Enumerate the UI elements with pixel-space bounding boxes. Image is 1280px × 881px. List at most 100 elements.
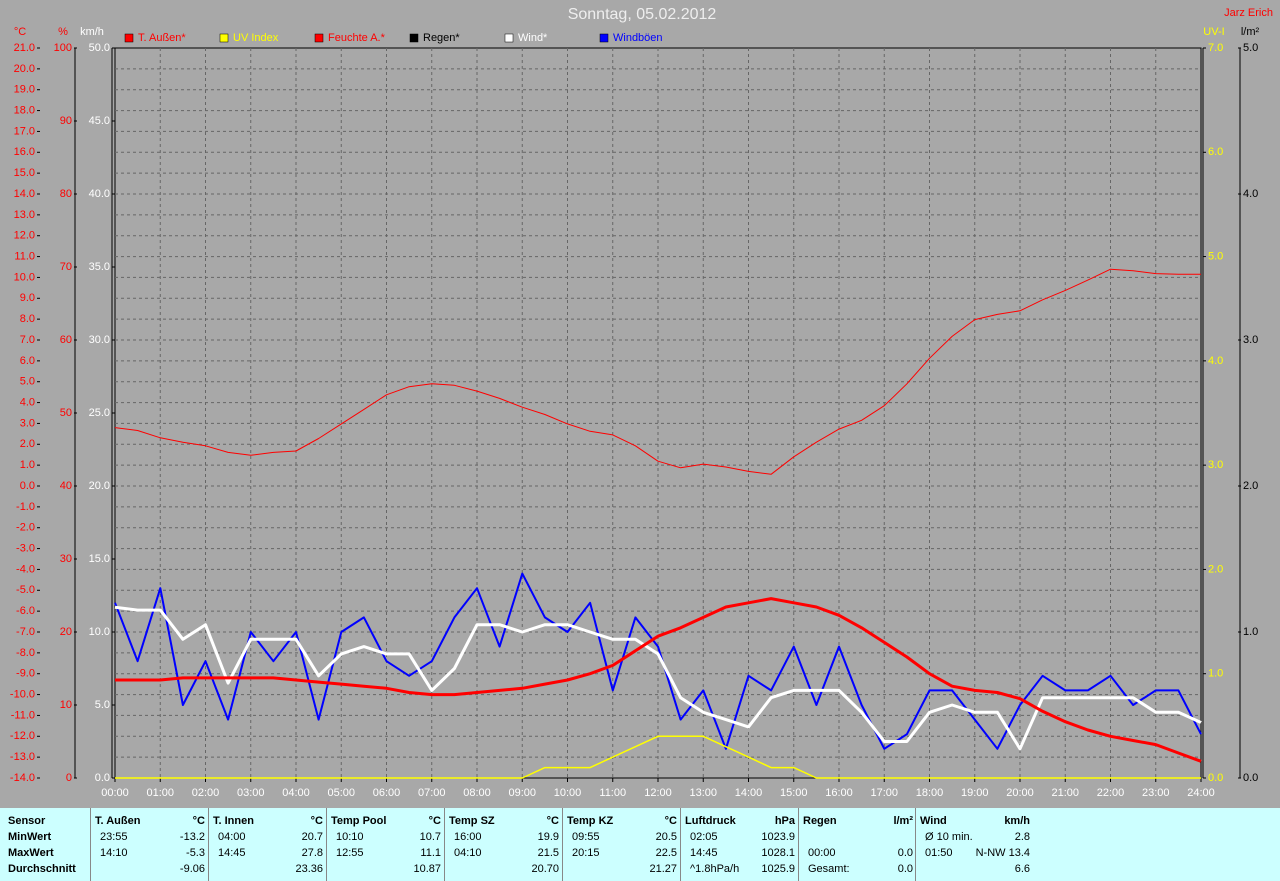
table-cell: 01:50: [925, 847, 953, 859]
separator: [208, 808, 209, 881]
y-tick-label: 1.0: [1243, 626, 1258, 638]
y-tick-label: 25.0: [89, 407, 110, 419]
table-cell: Sensor: [8, 815, 46, 827]
y-tick-label: 15.0: [14, 167, 35, 179]
y-tick-label: 4.0: [1243, 188, 1258, 200]
legend-label: Regen*: [423, 32, 460, 44]
series-line: [115, 735, 1201, 779]
x-tick-label: 16:00: [825, 787, 853, 799]
x-tick-label: 00:00: [101, 787, 129, 799]
table-cell: 22.5: [655, 847, 677, 859]
y-tick-label: 50: [60, 407, 72, 419]
x-tick-label: 18:00: [916, 787, 944, 799]
y-tick-label: -6.0: [16, 605, 35, 617]
x-tick-label: 24:00: [1187, 787, 1215, 799]
y-tick-label: 35.0: [89, 261, 110, 273]
y-tick-label: 30: [60, 553, 72, 565]
y-tick-label: 9.0: [20, 292, 35, 304]
axis-label: UV-I: [1203, 26, 1224, 38]
y-tick-label: 30.0: [89, 334, 110, 346]
y-tick-label: 2.0: [1208, 563, 1223, 575]
y-tick-label: 13.0: [14, 209, 35, 221]
y-tick-label: 14.0: [14, 188, 35, 200]
y-tick-label: -5.0: [16, 584, 35, 596]
y-tick-label: 1.0: [20, 459, 35, 471]
legend-swatch: [124, 33, 134, 43]
x-tick-label: 13:00: [689, 787, 717, 799]
table-cell: 1023.9: [761, 831, 795, 843]
chart: Sonntag, 05.02.2012 Jarz Erich 00:00 01:0…: [10, 6, 1273, 799]
table-cell: 20.5: [655, 831, 677, 843]
table-cell: 14:10: [100, 847, 128, 859]
table-cell: 23:55: [100, 831, 128, 843]
axis-label: °C: [14, 26, 26, 38]
y-tick-label: -8.0: [16, 647, 35, 659]
table-cell: 02:05: [690, 831, 718, 843]
x-tick-label: 14:00: [735, 787, 763, 799]
y-tick-label: 4.0: [1208, 355, 1223, 367]
y-tick-label: 40: [60, 480, 72, 492]
table-cell: 27.8: [301, 847, 323, 859]
legend-label: Windböen: [613, 32, 663, 44]
y-tick-label: -11.0: [11, 709, 35, 721]
table-cell: Luftdruck: [685, 815, 736, 827]
y-tick-label: 4.0: [20, 396, 35, 408]
x-tick-label: 04:00: [282, 787, 310, 799]
x-tick-label: 01:00: [146, 787, 174, 799]
x-tick-label: 09:00: [508, 787, 536, 799]
table-cell: 11.1: [420, 847, 441, 859]
x-tick-label: 03:00: [237, 787, 265, 799]
table-cell: 1025.9: [761, 863, 795, 875]
y-tick-label: 7.0: [1208, 42, 1223, 54]
y-tick-label: -3.0: [16, 542, 35, 554]
table-cell: 21.27: [649, 863, 677, 875]
table-cell: ^1.8hPa/h: [690, 863, 740, 875]
table-cell: -5.3: [186, 847, 205, 859]
x-tick-label: 12:00: [644, 787, 672, 799]
legend-swatch: [219, 33, 229, 43]
table-cell: 20:15: [572, 847, 600, 859]
y-tick-label: 6.0: [20, 355, 35, 367]
y-tick-label: 3.0: [20, 417, 35, 429]
table-cell: Durchschnitt: [8, 863, 76, 875]
y-tick-label: 20.0: [89, 480, 110, 492]
table-cell: 0.0: [897, 847, 913, 859]
table-cell: T. Innen: [213, 815, 254, 827]
table-cell: 14:45: [690, 847, 718, 859]
separator: [915, 808, 916, 881]
y-tick-label: 20.0: [14, 63, 35, 75]
table-cell: Temp KZ: [567, 815, 614, 827]
series-line: [115, 597, 1202, 763]
table-cell: Temp SZ: [449, 815, 495, 827]
table-cell: MaxWert: [8, 847, 54, 859]
y-tick-label: -13.0: [10, 751, 35, 763]
table-cell: 21.5: [537, 847, 559, 859]
separator: [444, 808, 445, 881]
table-cell: Ø 10 min.: [925, 831, 973, 843]
table-cell: MinWert: [8, 831, 52, 843]
table-cell: °C: [428, 815, 441, 827]
axis-label: km/h: [80, 26, 104, 38]
y-tick-label: 3.0: [1243, 334, 1258, 346]
y-tick-label: 60: [60, 334, 72, 346]
table-cell: 00:00: [808, 847, 836, 859]
legend-swatch: [409, 33, 419, 43]
y-tick-label: 12.0: [14, 230, 35, 242]
y-tick-label: -14.0: [10, 772, 35, 784]
y-tick-label: 0.0: [20, 480, 35, 492]
chart-title: Sonntag, 05.02.2012: [568, 6, 717, 23]
y-tick-label: -7.0: [16, 626, 35, 638]
y-tick-label: 10: [60, 699, 72, 711]
y-tick-label: -10.0: [10, 688, 35, 700]
y-tick-label: 18.0: [14, 104, 35, 116]
table-cell: 04:10: [454, 847, 482, 859]
y-tick-label: 40.0: [89, 188, 110, 200]
x-tick-label: 22:00: [1097, 787, 1125, 799]
x-tick-label: 19:00: [961, 787, 989, 799]
x-tick-label: 06:00: [373, 787, 401, 799]
y-tick-label: -4.0: [16, 563, 35, 575]
y-tick-label: -12.0: [10, 730, 35, 742]
series-line: [114, 605, 1202, 751]
table-cell: -9.06: [179, 863, 205, 875]
